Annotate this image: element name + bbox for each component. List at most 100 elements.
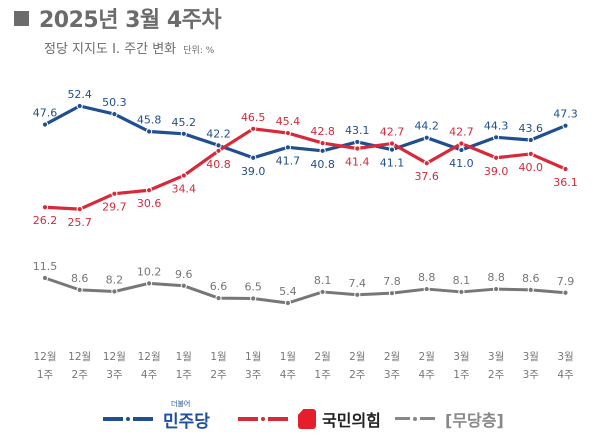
data-label-independent: 8.8 xyxy=(487,271,505,284)
data-point-independent xyxy=(493,285,500,293)
data-label-ppp: 41.4 xyxy=(345,156,370,169)
data-label-democratic: 39.0 xyxy=(241,165,266,178)
x-tick-label-month: 12월 xyxy=(103,351,126,363)
data-point-ppp xyxy=(180,172,187,179)
unit-label: 단위: % xyxy=(183,46,215,56)
x-tick-label-week: 3주 xyxy=(106,369,123,381)
title-square-icon xyxy=(14,10,29,26)
data-point-independent xyxy=(284,299,291,307)
data-point-ppp xyxy=(354,145,361,152)
data-label-democratic: 40.8 xyxy=(310,158,335,171)
subtitle-text: 정당 지지도 Ⅰ. 주간 변화 xyxy=(44,42,177,57)
data-point-independent xyxy=(146,280,153,287)
series-line-democratic xyxy=(44,104,567,160)
data-label-democratic: 50.3 xyxy=(102,96,127,109)
data-label-independent: 7.8 xyxy=(383,275,401,288)
data-point-independent xyxy=(111,288,118,295)
data-label-independent: 8.6 xyxy=(522,272,540,285)
x-tick-label-month: 1월 xyxy=(210,351,226,363)
data-point-independent xyxy=(458,288,465,296)
data-point-democratic xyxy=(250,154,257,161)
data-label-ppp: 29.7 xyxy=(102,201,127,214)
legend-label-independent: [무당층] xyxy=(445,411,504,430)
data-label-independent: 11.5 xyxy=(33,260,58,273)
data-label-independent: 8.8 xyxy=(418,271,436,284)
data-label-ppp: 42.7 xyxy=(380,125,405,138)
data-label-democratic: 47.6 xyxy=(33,107,58,120)
x-tick-label-month: 12월 xyxy=(138,351,161,363)
data-label-independent: 9.6 xyxy=(175,268,193,281)
legend-label-democratic: 더불어 민주당 xyxy=(163,400,210,432)
x-tick-label-month: 1월 xyxy=(280,351,296,363)
legend-item-ppp: 국민의힘 xyxy=(238,404,381,434)
data-label-independent: 6.5 xyxy=(244,280,262,293)
data-point-ppp xyxy=(493,154,500,161)
x-tick-label-week: 3주 xyxy=(384,369,401,381)
data-point-ppp xyxy=(388,140,396,147)
data-label-ppp: 40.0 xyxy=(519,161,544,174)
legend-item-democratic: 더불어 민주당 xyxy=(103,400,210,434)
x-tick-label-month: 3월 xyxy=(523,351,539,363)
ppp-logo-icon xyxy=(298,409,316,429)
data-label-independent: 8.6 xyxy=(71,272,89,285)
data-label-ppp: 42.7 xyxy=(449,125,474,138)
x-tick-label-week: 3주 xyxy=(245,369,262,381)
data-point-democratic xyxy=(458,146,465,154)
data-label-independent: 7.4 xyxy=(349,277,367,290)
data-label-democratic: 41.7 xyxy=(276,154,301,167)
data-point-independent xyxy=(388,290,396,297)
x-tick-label-week: 2주 xyxy=(210,369,227,381)
data-label-independent: 8.1 xyxy=(314,274,332,287)
legend-line-independent xyxy=(395,417,435,421)
x-tick-label-week: 1주 xyxy=(453,369,470,381)
x-tick-label-week: 4주 xyxy=(141,369,158,381)
data-point-democratic xyxy=(180,130,187,137)
x-tick-label-month: 3월 xyxy=(557,351,573,363)
x-tick-label-week: 1주 xyxy=(176,369,193,381)
data-point-ppp xyxy=(423,160,430,167)
data-label-democratic: 43.1 xyxy=(345,124,370,137)
data-label-ppp: 46.5 xyxy=(241,111,266,124)
data-label-ppp: 25.7 xyxy=(67,216,92,229)
data-point-ppp xyxy=(527,150,534,158)
data-label-ppp: 36.1 xyxy=(553,176,578,189)
data-label-independent: 10.2 xyxy=(137,265,162,278)
data-point-democratic xyxy=(493,134,500,141)
data-label-democratic: 44.3 xyxy=(484,119,509,132)
x-tick-label-week: 1주 xyxy=(37,369,54,381)
x-tick-label-week: 2주 xyxy=(488,369,505,381)
data-point-independent xyxy=(527,286,534,293)
series-line-ppp xyxy=(44,127,567,211)
data-point-democratic xyxy=(215,142,222,149)
legend: 더불어 민주당 국민의힘 [무당층] xyxy=(0,400,600,434)
data-label-independent: 7.9 xyxy=(557,275,575,288)
data-label-democratic: 45.8 xyxy=(137,114,162,127)
x-tick-label-month: 2월 xyxy=(349,351,365,363)
x-tick-label-month: 2월 xyxy=(314,351,330,363)
data-point-democratic xyxy=(111,111,118,118)
data-label-ppp: 37.6 xyxy=(414,170,439,183)
data-point-independent xyxy=(76,286,83,293)
data-point-ppp xyxy=(319,139,326,147)
data-point-democratic xyxy=(562,122,569,129)
data-point-ppp xyxy=(284,129,291,137)
data-point-democratic xyxy=(319,147,326,154)
data-label-democratic: 41.1 xyxy=(380,157,405,170)
x-tick-label-month: 3월 xyxy=(488,351,504,363)
data-label-democratic: 45.2 xyxy=(172,116,197,129)
data-point-democratic xyxy=(41,121,49,128)
data-label-democratic: 47.3 xyxy=(553,108,578,121)
x-tick-label-month: 12월 xyxy=(68,351,91,363)
x-tick-label-week: 4주 xyxy=(557,369,574,381)
x-tick-label-week: 2주 xyxy=(72,369,89,381)
data-label-independent: 6.6 xyxy=(210,280,228,293)
data-label-ppp: 40.8 xyxy=(206,158,231,171)
data-point-ppp xyxy=(250,125,257,132)
x-tick-label-week: 2주 xyxy=(349,369,366,381)
x-tick-label-month: 2월 xyxy=(384,351,400,363)
data-point-ppp xyxy=(76,206,83,213)
legend-line-ppp xyxy=(238,417,288,421)
data-label-democratic: 44.2 xyxy=(414,120,439,133)
legend-label-ppp: 국민의힘 xyxy=(322,411,381,430)
data-label-independent: 8.1 xyxy=(453,274,471,287)
